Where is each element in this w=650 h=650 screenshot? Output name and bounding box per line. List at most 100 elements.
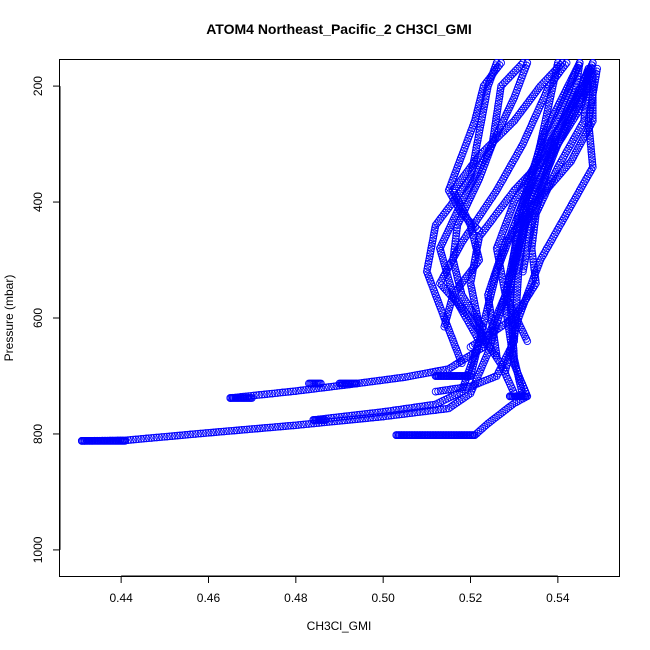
- data-point: [515, 305, 524, 314]
- data-point: [281, 422, 290, 430]
- data-point: [520, 179, 529, 188]
- data-point: [503, 168, 512, 176]
- data-point: [586, 132, 594, 141]
- data-point: [574, 144, 583, 152]
- data-point: [575, 186, 584, 195]
- data-point: [406, 372, 414, 381]
- data-point: [535, 154, 543, 162]
- data-point: [397, 405, 406, 414]
- data-point: [373, 376, 382, 385]
- data-point: [555, 161, 564, 169]
- data-point: [526, 170, 534, 179]
- data-point: [514, 267, 523, 276]
- data-point: [473, 225, 482, 233]
- data-point: [513, 309, 521, 318]
- data-point: [517, 142, 526, 151]
- data-point: [573, 109, 581, 118]
- data-point: [565, 142, 574, 151]
- data-point: [358, 414, 367, 423]
- data-point: [584, 70, 592, 78]
- data-point: [463, 299, 472, 308]
- data-point: [299, 420, 308, 429]
- data-point: [508, 70, 516, 79]
- data-point: [330, 413, 338, 422]
- data-point: [291, 387, 300, 395]
- data-point: [147, 434, 156, 442]
- data-point: [530, 281, 539, 290]
- data-point: [579, 179, 588, 188]
- data-point: [519, 267, 527, 276]
- data-point: [522, 177, 530, 186]
- data-point: [452, 232, 460, 240]
- data-point: [450, 245, 459, 254]
- data-point: [588, 117, 597, 125]
- data-point: [170, 432, 179, 440]
- data-point: [554, 59, 562, 67]
- data-point: [402, 404, 411, 413]
- data-point: [361, 410, 369, 418]
- data-point: [401, 373, 409, 381]
- data-point: [513, 283, 522, 291]
- profile-series-17: [444, 59, 505, 235]
- data-point: [199, 429, 208, 438]
- data-point: [378, 376, 387, 385]
- data-point: [591, 77, 599, 86]
- data-point: [368, 377, 376, 386]
- data-point: [514, 191, 522, 199]
- data-point: [588, 64, 597, 73]
- data-point: [583, 75, 592, 83]
- data-point: [271, 389, 279, 398]
- data-point: [366, 413, 375, 422]
- data-point: [545, 239, 554, 248]
- data-point: [492, 115, 500, 123]
- data-point: [524, 172, 533, 181]
- data-point: [414, 370, 422, 379]
- data-point: [374, 413, 382, 421]
- data-point: [581, 98, 590, 107]
- data-point: [502, 310, 511, 318]
- data-point: [474, 131, 483, 139]
- x-tick-label: 0.44: [109, 591, 133, 605]
- data-point: [592, 67, 601, 76]
- data-point: [356, 410, 364, 419]
- data-point: [553, 226, 562, 234]
- data-point: [448, 193, 457, 202]
- data-point: [509, 256, 518, 265]
- data-point: [531, 274, 540, 282]
- data-point: [493, 249, 502, 258]
- data-point: [348, 411, 356, 420]
- data-point: [327, 382, 336, 391]
- data-point: [261, 424, 269, 432]
- data-point: [512, 296, 521, 304]
- data-point: [202, 429, 210, 437]
- data-point: [466, 372, 475, 380]
- data-point: [495, 257, 503, 266]
- data-point: [470, 297, 479, 305]
- data-point: [493, 247, 502, 255]
- data-point: [464, 382, 472, 391]
- data-point: [408, 371, 417, 380]
- data-point: [522, 294, 531, 303]
- data-point: [586, 140, 595, 148]
- data-point: [449, 250, 458, 259]
- data-point: [461, 383, 470, 392]
- data-point: [189, 430, 197, 439]
- data-point: [564, 122, 573, 131]
- data-point: [265, 389, 274, 398]
- data-point: [529, 260, 538, 269]
- data-point: [227, 426, 236, 435]
- data-point: [383, 375, 392, 384]
- data-point: [581, 103, 590, 112]
- data-point: [410, 403, 419, 412]
- data-point: [497, 59, 505, 67]
- data-point: [475, 128, 484, 137]
- data-point: [562, 209, 571, 218]
- data-point: [325, 383, 333, 391]
- data-point: [578, 119, 587, 128]
- data-point: [515, 265, 523, 273]
- data-point: [529, 257, 538, 266]
- data-point: [573, 74, 582, 83]
- dense-point-cluster-5: [309, 416, 330, 424]
- data-point: [556, 60, 565, 69]
- data-point: [467, 281, 475, 290]
